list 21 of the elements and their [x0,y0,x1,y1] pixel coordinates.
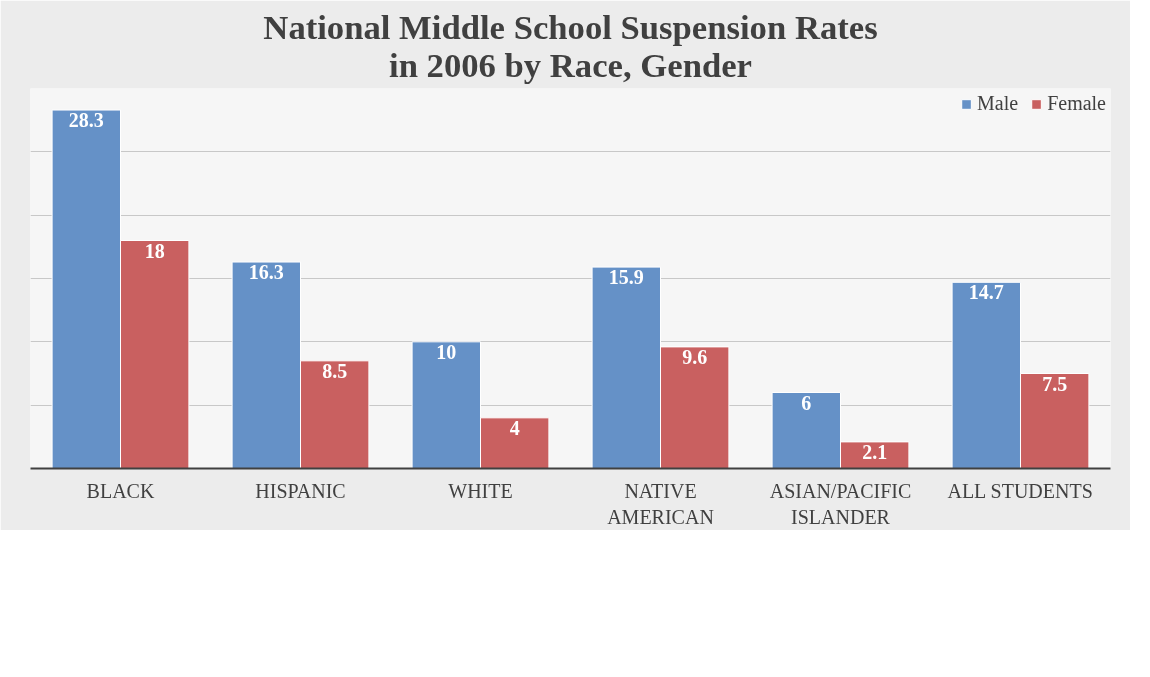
data-label: 2.1 [862,440,888,463]
data-label: 15.9 [608,266,644,289]
x-tick-label: BLACK [86,479,155,502]
data-label: 7.5 [1042,372,1068,395]
x-tick-label: WHITE [448,479,513,502]
legend-label: Female [1047,92,1106,115]
legend-label: Male [977,92,1019,115]
x-tick-label: ASIAN/PACIFIC ISLANDER [769,479,912,528]
data-label: 16.3 [248,261,284,284]
chart-title: National Middle School Suspension Rates in 2006 by Race, Gender [263,7,878,84]
data-label: 28.3 [68,109,104,132]
data-label: 9.6 [682,345,708,368]
x-tick-label: ALL STUDENTS [947,479,1093,502]
x-tick-label: NATIVE AMERICAN [607,479,714,528]
data-label: 14.7 [968,281,1004,304]
data-label: 4 [509,416,520,439]
data-label: 18 [144,239,165,262]
data-label: 6 [801,391,812,414]
data-label: 8.5 [322,359,348,382]
x-tick-label: HISPANIC [255,479,346,502]
data-label: 10 [436,340,457,363]
